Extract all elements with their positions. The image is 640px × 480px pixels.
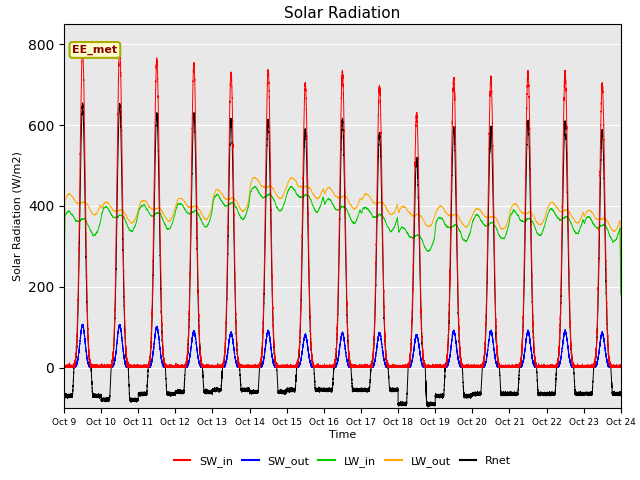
Line: SW_in: SW_in [64, 47, 621, 368]
LW_out [415, 213, 423, 218]
SW_out [494, 364, 502, 370]
LW_in [494, 228, 502, 234]
SW_out [617, 365, 625, 371]
SW_out [515, 365, 523, 371]
LW_in [617, 292, 625, 298]
LW_out [479, 211, 486, 217]
Legend: SW_in, SW_out, LW_in, LW_out, Rnet: SW_in, SW_out, LW_in, LW_out, Rnet [169, 452, 516, 471]
SW_in [494, 355, 502, 360]
SW_out [60, 365, 68, 371]
SW_out [508, 363, 515, 369]
SW_in [617, 365, 625, 371]
LW_in [515, 215, 523, 220]
Rnet [617, 392, 625, 397]
SW_in [415, 228, 423, 234]
LW_in [60, 290, 68, 296]
Rnet [79, 100, 86, 106]
Line: LW_in: LW_in [64, 186, 621, 295]
SW_in [60, 364, 68, 370]
LW_in [89, 233, 97, 239]
Line: LW_out: LW_out [64, 178, 621, 291]
SW_out [79, 321, 86, 327]
Rnet [508, 391, 515, 397]
SW_out [479, 364, 486, 370]
LW_out [250, 175, 258, 180]
Title: Solar Radiation: Solar Radiation [284, 6, 401, 22]
Line: SW_out: SW_out [64, 324, 621, 368]
Rnet [424, 404, 432, 410]
SW_in [515, 364, 523, 370]
SW_in [508, 365, 515, 371]
SW_in [116, 44, 124, 49]
LW_out [508, 205, 515, 211]
Rnet [415, 248, 423, 253]
LW_in [479, 220, 486, 226]
Y-axis label: Solar Radiation (W/m2): Solar Radiation (W/m2) [12, 151, 22, 281]
SW_in [60, 365, 68, 371]
SW_out [60, 364, 68, 370]
Text: EE_met: EE_met [72, 45, 118, 55]
Line: Rnet: Rnet [64, 103, 621, 407]
Rnet [90, 392, 97, 398]
Rnet [515, 371, 523, 376]
LW_in [251, 183, 259, 189]
Rnet [479, 363, 486, 369]
LW_in [508, 211, 515, 216]
SW_in [90, 364, 97, 370]
LW_out [494, 218, 502, 224]
Rnet [494, 356, 502, 362]
LW_in [415, 233, 423, 239]
LW_out [89, 211, 97, 217]
SW_out [90, 365, 97, 371]
LW_out [60, 282, 68, 288]
SW_out [415, 348, 423, 354]
LW_out [617, 288, 625, 294]
SW_in [479, 363, 486, 369]
Rnet [60, 393, 68, 399]
X-axis label: Time: Time [329, 430, 356, 440]
LW_out [515, 206, 523, 212]
